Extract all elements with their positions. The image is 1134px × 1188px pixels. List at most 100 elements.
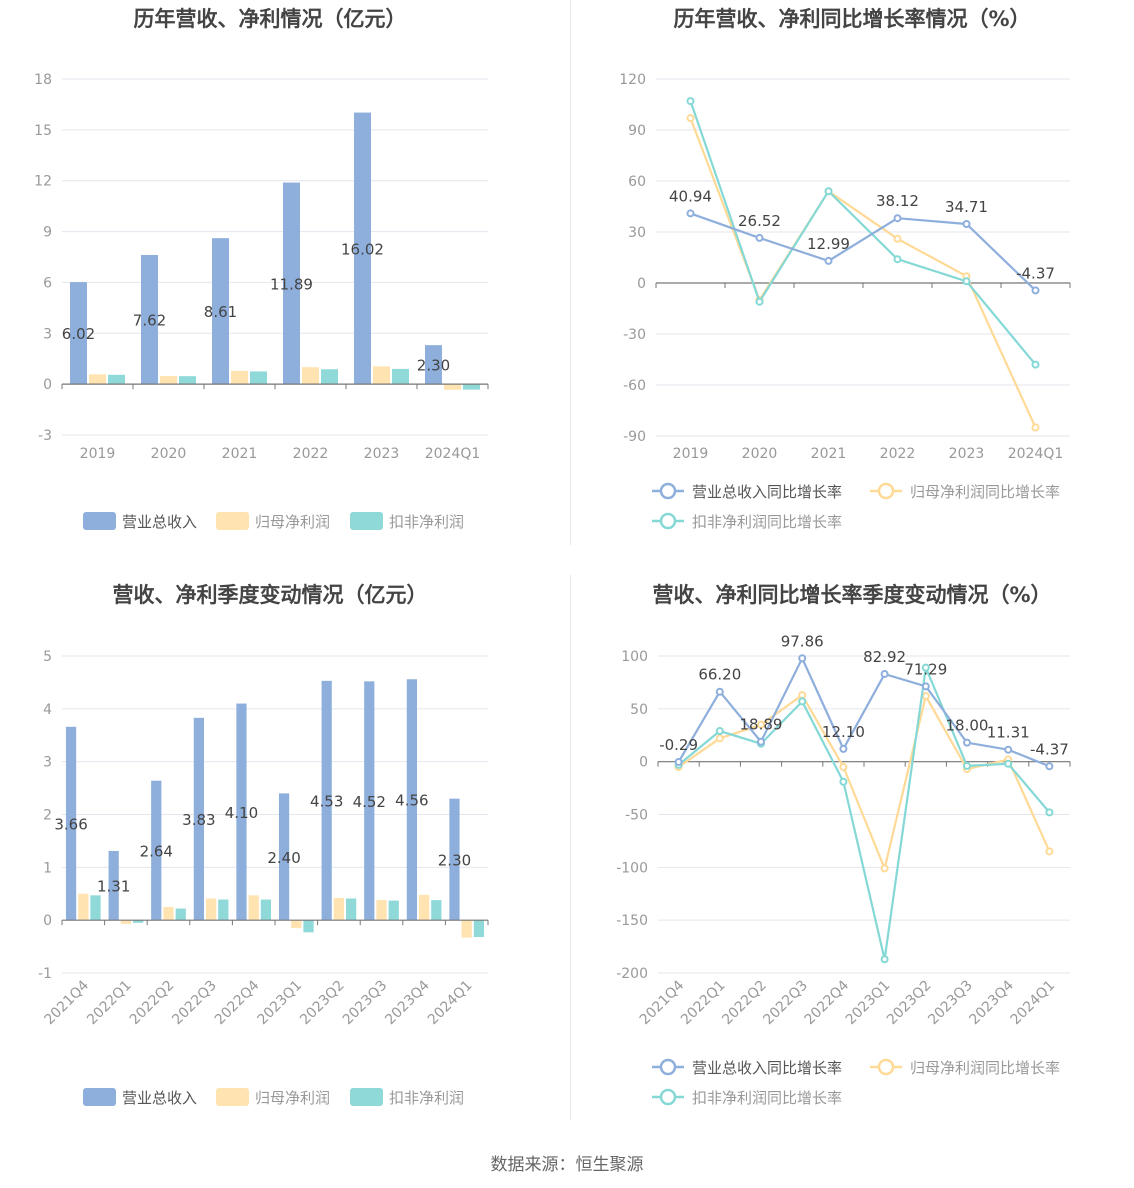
x-tick-label: 2021: [222, 446, 258, 462]
x-tick-label: 2024Q1: [1008, 446, 1064, 462]
data-point: [686, 209, 695, 218]
data-label: 4.56: [395, 792, 428, 810]
data-point: [880, 670, 889, 679]
data-label: -0.29: [659, 736, 698, 754]
data-label: 66.20: [698, 666, 741, 684]
bar-3: [431, 900, 442, 921]
bar-1: [65, 726, 77, 921]
data-point: [757, 737, 765, 746]
data-point: [824, 256, 833, 265]
bar-3: [473, 920, 485, 938]
data-point: [1004, 745, 1013, 754]
data-point: [839, 777, 848, 786]
chart-title: 历年营收、净利同比增长率情况（%）: [673, 7, 1030, 31]
data-point: [962, 219, 971, 228]
chart-4: 营收、净利同比增长率季度变动情况（%） -200 -150 -100 -50 0 50 100…: [616, 583, 1071, 1107]
bar-3: [175, 908, 186, 921]
bar-3: [250, 371, 267, 385]
bar-1: [364, 681, 375, 921]
data-label: 11.89: [270, 275, 313, 293]
data-point: [798, 654, 807, 663]
y-tick-label: 2: [43, 808, 52, 824]
x-tick-label: 2019: [80, 446, 116, 462]
bar-1: [406, 679, 417, 921]
data-label: 1.31: [97, 878, 130, 896]
data-label: 3.66: [54, 815, 87, 833]
data-label: 2.40: [267, 849, 300, 867]
x-tick-label: 2023Q4: [966, 977, 1017, 1028]
x-tick-label: 2023Q3: [925, 978, 976, 1029]
bar-3: [133, 920, 144, 923]
data-source-note: 数据来源：恒生聚源: [490, 1155, 644, 1175]
x-tick-label: 2019: [673, 446, 709, 462]
data-label: 4.10: [225, 804, 258, 822]
x-tick-label: 2023Q1: [843, 978, 894, 1029]
x-tick-label: 2022Q4: [802, 977, 853, 1028]
bar-1: [425, 345, 442, 385]
y-tick-label: 9: [43, 225, 52, 241]
data-point: [893, 234, 902, 243]
x-tick-label: 2023: [949, 446, 985, 462]
x-tick-label: 2023: [364, 446, 400, 462]
data-label: 26.52: [738, 212, 781, 230]
y-tick-label: 3: [43, 326, 52, 342]
x-tick-label: 2022: [880, 446, 916, 462]
y-tick-label: -200: [616, 966, 648, 982]
legend-swatch: [350, 512, 383, 530]
data-label: 4.52: [353, 793, 386, 811]
data-label: 38.12: [876, 192, 919, 210]
legend-label: 归母净利润: [255, 1089, 330, 1107]
data-label: 82.92: [863, 648, 906, 666]
x-tick-label: 2022Q3: [760, 978, 811, 1029]
bar-2: [291, 920, 302, 929]
data-point: [963, 738, 971, 747]
bar-1: [236, 703, 247, 921]
y-tick-label: 100: [621, 649, 648, 665]
legend-marker: [659, 1088, 677, 1106]
series-line-1: [690, 212, 1037, 292]
bar-2: [302, 367, 319, 385]
legend-label: 扣非净利润: [389, 1089, 464, 1107]
vertical-divider-bottom: [570, 575, 571, 1120]
data-point: [839, 762, 848, 771]
data-point: [755, 297, 764, 306]
y-tick-label: 0: [43, 913, 52, 929]
x-tick-label: 2024Q1: [425, 446, 481, 462]
bar-1: [193, 717, 204, 921]
legend-marker: [877, 1058, 895, 1076]
data-point: [921, 692, 930, 701]
legend-label: 归母净利润: [255, 513, 330, 531]
data-point: [757, 720, 765, 729]
data-label: 34.71: [945, 198, 988, 216]
data-label: -4.37: [1016, 264, 1055, 282]
y-tick-label: 0: [637, 276, 646, 292]
x-tick-label: 2022Q3: [169, 978, 220, 1029]
bar-2: [376, 900, 387, 921]
data-label: 18.89: [740, 716, 783, 734]
legend-label: 营业总收入: [122, 1089, 197, 1107]
vertical-divider-top: [570, 0, 571, 545]
data-label: -4.37: [1030, 740, 1069, 758]
y-tick-label: 1: [43, 860, 52, 876]
data-point: [1045, 762, 1054, 771]
x-tick-label: 2022Q4: [212, 977, 263, 1028]
bar-3: [321, 369, 338, 385]
bar-1: [141, 254, 158, 385]
legend-swatch: [216, 1088, 249, 1106]
y-tick-label: 120: [619, 72, 646, 88]
legend-swatch: [216, 512, 249, 530]
data-point: [880, 955, 889, 964]
chart-title: 营收、净利同比增长率季度变动情况（%）: [652, 583, 1051, 607]
legend-marker: [659, 482, 677, 500]
data-point: [798, 697, 807, 706]
y-tick-label: 15: [34, 123, 52, 139]
data-point: [1031, 286, 1040, 295]
data-point: [1031, 423, 1040, 432]
y-tick-label: 50: [630, 702, 648, 718]
series-line-2: [689, 117, 1037, 428]
bar-1: [212, 238, 229, 385]
bar-3: [392, 368, 409, 385]
bar-2: [78, 893, 89, 921]
